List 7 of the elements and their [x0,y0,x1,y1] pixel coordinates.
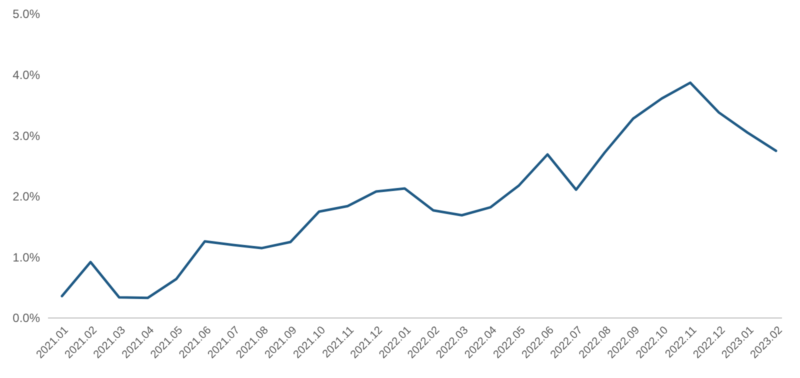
y-tick-label: 5.0% [12,7,40,22]
y-tick-label: 1.0% [12,250,40,264]
y-tick-label: 4.0% [12,68,40,82]
y-tick-label: 3.0% [12,128,40,143]
y-tick-label: 0.0% [12,311,40,326]
y-tick-label: 2.0% [12,190,40,204]
line-series [60,81,778,300]
